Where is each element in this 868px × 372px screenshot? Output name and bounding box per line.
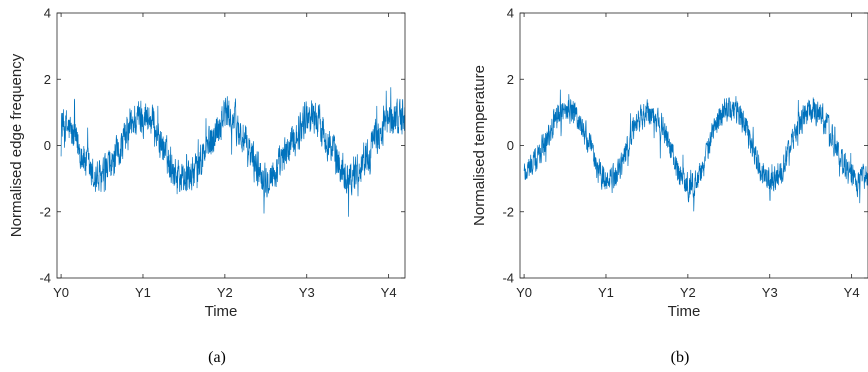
x-tick-label: Y0 xyxy=(53,285,69,300)
y-axis-label: Normalised edge frequency xyxy=(8,53,25,237)
x-tick-label: Y3 xyxy=(299,285,315,300)
panel-caption: (b) xyxy=(671,349,690,366)
x-tick-label: Y3 xyxy=(762,285,778,300)
x-axis-label: Time xyxy=(668,303,701,320)
x-tick-label: Y2 xyxy=(217,285,233,300)
x-tick-label: Y1 xyxy=(135,285,151,300)
y-tick-label: 4 xyxy=(507,6,514,21)
y-tick-label: 2 xyxy=(44,72,51,87)
axes-box xyxy=(56,12,406,279)
axes-box xyxy=(519,12,868,279)
y-tick-label: -2 xyxy=(39,204,51,219)
x-tick-label: Y1 xyxy=(598,285,614,300)
y-tick-label: 0 xyxy=(507,138,514,153)
y-axis-label: Normalised temperature xyxy=(471,65,488,226)
y-tick-label: 4 xyxy=(44,6,51,21)
panel-caption: (a) xyxy=(208,349,226,366)
y-tick-label: 2 xyxy=(507,72,514,87)
chart-panel-b: -4 -2 0 2 4 Y0 Y1 Y2 Y3 Y4 Time Normalised temperat… xyxy=(471,6,868,366)
y-tick-label: -2 xyxy=(502,204,514,219)
x-tick-label: Y2 xyxy=(680,285,696,300)
x-axis-label: Time xyxy=(205,303,238,320)
y-tick-label: 0 xyxy=(44,138,51,153)
series-line xyxy=(523,89,868,212)
series-line xyxy=(60,87,405,217)
x-tick-label: Y0 xyxy=(516,285,532,300)
x-tick-label: Y4 xyxy=(844,285,860,300)
y-tick-label: -4 xyxy=(39,271,51,286)
y-tick-label: -4 xyxy=(502,271,514,286)
x-tick-label: Y4 xyxy=(381,285,397,300)
chart-panel-a: -4 -2 0 2 4 Y0 Y1 Y2 Y3 Y4 Time Normalised edge fre… xyxy=(8,6,406,366)
